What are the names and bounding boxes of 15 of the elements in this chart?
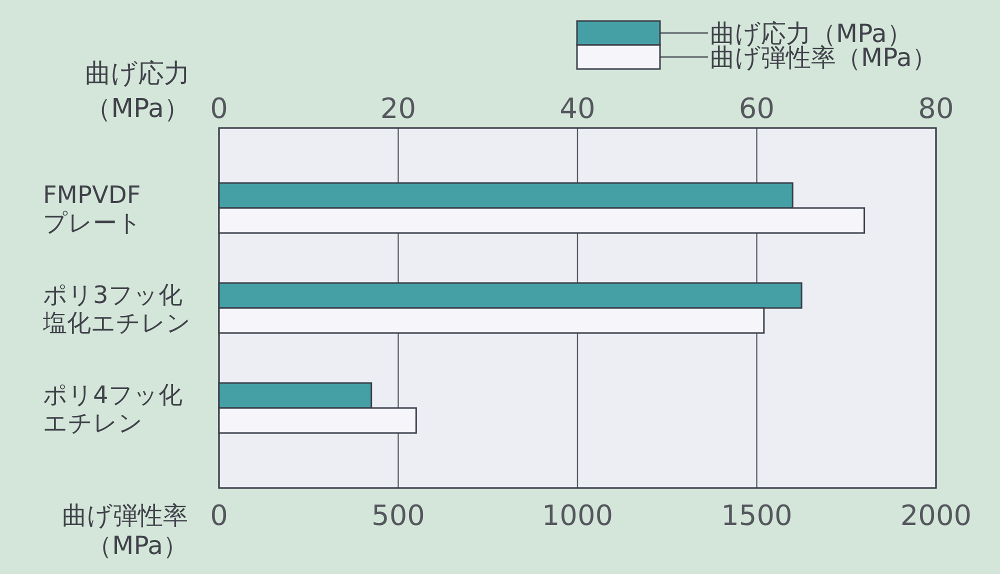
x2-tick-label: 60	[738, 92, 775, 125]
x-axis-title: 曲げ弾性率（MPa）	[62, 501, 188, 560]
x-tick-label: 1000	[542, 499, 614, 532]
y-tick-label: ポリ3フッ化塩化エチレン	[42, 281, 191, 337]
x2-tick-label: 0	[210, 92, 228, 125]
x-tick-label: 2000	[900, 499, 972, 532]
x2-tick-label: 20	[380, 92, 416, 125]
x2-axis-title: 曲げ応力（MPa）	[85, 59, 190, 124]
x2-tick-label: 80	[918, 92, 954, 125]
x-tick-label: 1500	[721, 499, 792, 532]
x2-tick-label: 40	[560, 92, 596, 125]
y-tick-label: ポリ4フッ化エチレン	[43, 381, 182, 437]
x-tick-label: 0	[210, 499, 228, 532]
x-tick-label: 500	[372, 499, 425, 532]
y-tick-label: FMPVDF プレート	[43, 181, 142, 237]
